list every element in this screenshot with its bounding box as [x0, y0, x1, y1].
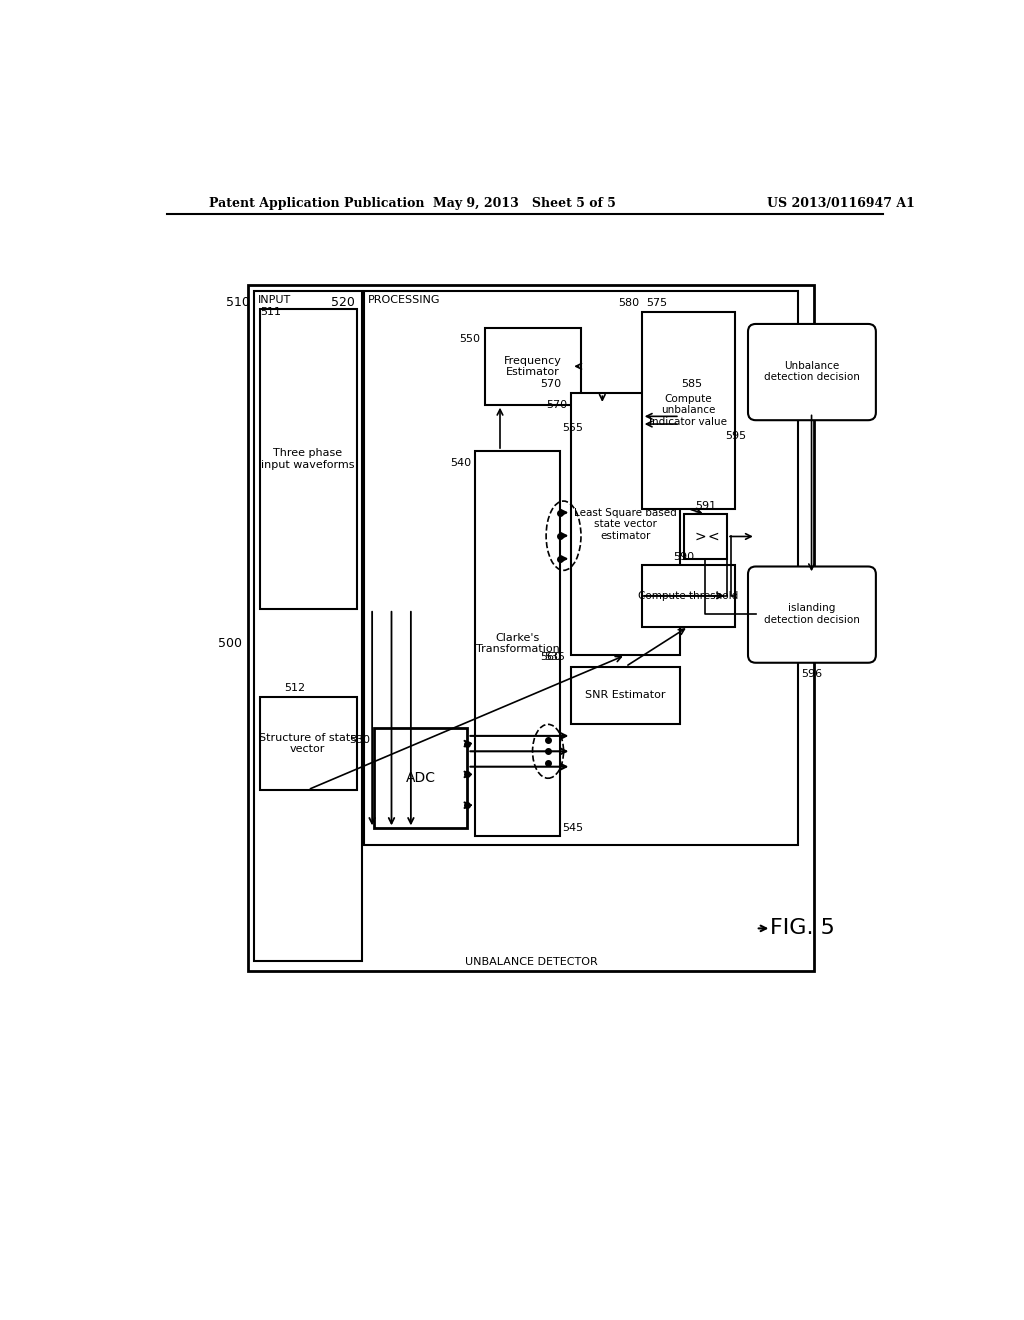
Text: 595: 595: [725, 430, 746, 441]
Text: Compute threshold: Compute threshold: [638, 591, 738, 601]
Bar: [375, 729, 467, 829]
Text: 512: 512: [285, 684, 306, 693]
FancyBboxPatch shape: [748, 323, 876, 420]
Text: 520: 520: [331, 296, 355, 309]
Bar: [684, 515, 727, 558]
Text: PROCESSING: PROCESSING: [369, 296, 440, 305]
Bar: [260, 697, 356, 789]
Text: INPUT: INPUT: [257, 296, 291, 305]
Bar: [475, 451, 560, 836]
Text: 580: 580: [618, 298, 640, 308]
Text: islanding
detection decision: islanding detection decision: [764, 603, 859, 626]
Text: 535: 535: [544, 652, 565, 663]
Text: SNR Estimator: SNR Estimator: [586, 690, 666, 700]
Text: Compute
unbalance
indicator value: Compute unbalance indicator value: [649, 393, 727, 426]
Bar: [365, 290, 799, 845]
Text: May 9, 2013   Sheet 5 of 5: May 9, 2013 Sheet 5 of 5: [433, 197, 616, 210]
Text: 545: 545: [562, 824, 583, 833]
Text: Structure of state
vector: Structure of state vector: [259, 733, 356, 755]
Text: 585: 585: [681, 379, 702, 389]
Text: 510: 510: [226, 296, 250, 309]
Bar: [254, 290, 362, 961]
Text: Three phase
input waveforms: Three phase input waveforms: [261, 447, 354, 470]
Bar: [484, 327, 582, 405]
Text: 550: 550: [460, 334, 480, 345]
Text: 511: 511: [260, 308, 281, 317]
Text: Frequency
Estimator: Frequency Estimator: [504, 355, 561, 378]
Text: 570: 570: [546, 400, 567, 409]
Text: 560: 560: [541, 652, 561, 663]
Text: Patent Application Publication: Patent Application Publication: [209, 197, 425, 210]
Text: FIG. 5: FIG. 5: [770, 919, 835, 939]
Text: 530: 530: [349, 735, 371, 744]
Bar: [642, 565, 735, 627]
Bar: [571, 393, 680, 655]
Text: ADC: ADC: [406, 771, 436, 785]
Text: $>\!\!<$: $>\!\!<$: [691, 529, 719, 544]
Text: 590: 590: [673, 552, 694, 562]
Text: 570: 570: [541, 379, 561, 389]
Text: 575: 575: [646, 298, 667, 308]
Text: Unbalance
detection decision: Unbalance detection decision: [764, 360, 859, 383]
Bar: [260, 309, 356, 609]
Text: Least Square based
state vector
estimator: Least Square based state vector estimato…: [574, 508, 677, 541]
Bar: [571, 667, 680, 725]
Bar: [248, 285, 814, 970]
Text: Clarke's
Transformation: Clarke's Transformation: [476, 632, 560, 655]
Text: 596: 596: [801, 669, 822, 680]
Text: US 2013/0116947 A1: US 2013/0116947 A1: [767, 197, 914, 210]
Text: 555: 555: [562, 422, 583, 433]
Text: UNBALANCE DETECTOR: UNBALANCE DETECTOR: [465, 957, 597, 966]
FancyBboxPatch shape: [748, 566, 876, 663]
Text: 591: 591: [695, 502, 716, 511]
Text: 500: 500: [218, 638, 242, 649]
Bar: [642, 313, 735, 508]
Text: 540: 540: [451, 458, 471, 467]
